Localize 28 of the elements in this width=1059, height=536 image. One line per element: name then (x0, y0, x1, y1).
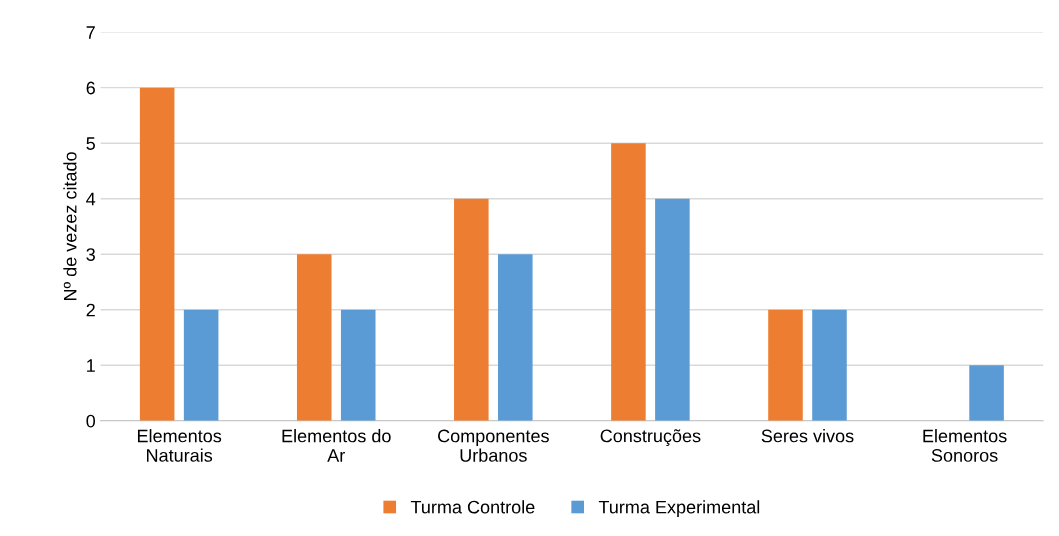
bar (611, 143, 646, 421)
y-tick-label: 3 (86, 248, 95, 261)
bar (296, 254, 332, 421)
bar (340, 309, 376, 421)
y-tick-label: 5 (86, 137, 95, 150)
bar (139, 87, 175, 421)
bar (969, 365, 1004, 421)
y-tick-label: 4 (86, 192, 96, 206)
x-tick-label: Seres vivos (761, 429, 854, 443)
y-tick-label: 0 (86, 414, 96, 428)
bar (183, 309, 219, 421)
bar (812, 309, 847, 421)
y-tick-label: 2 (86, 303, 95, 317)
x-tick-label: Construções (600, 429, 701, 446)
bar (454, 198, 489, 421)
y-tick-label: 1 (87, 359, 95, 372)
bar (768, 309, 803, 421)
legend-label: Turma Controle (410, 500, 535, 514)
y-tick-label: 7 (86, 26, 95, 39)
bar (498, 254, 533, 421)
x-tick-label: Elementos Sonoros (923, 429, 1007, 462)
y-axis-title: Nº de vezez citado (63, 152, 77, 301)
bar (655, 198, 690, 421)
x-tick-label: Elementos do Ar (282, 429, 391, 462)
legend-label: Turma Experimental (598, 500, 760, 518)
x-tick-label: Elementos Naturais (137, 429, 222, 462)
x-tick-label: Componentes Urbanos (438, 429, 549, 462)
y-tick-label: 6 (86, 81, 95, 95)
